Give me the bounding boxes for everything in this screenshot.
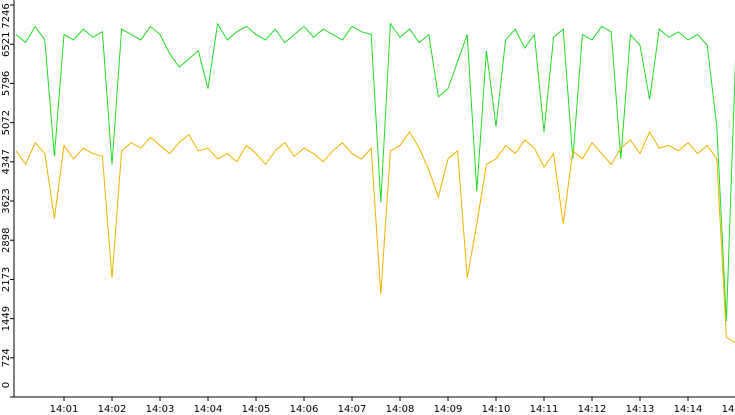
- y-tick-label: 2898: [1, 227, 12, 252]
- y-tick-label: 3623: [1, 188, 12, 213]
- y-tick-label: 5072: [1, 110, 12, 135]
- x-tick-label: 14:13: [626, 404, 655, 415]
- x-tick-label: 14:02: [98, 404, 127, 415]
- y-tick-label: 7246: [1, 3, 12, 28]
- x-tick-label: 14:03: [146, 404, 175, 415]
- x-tick-label: 14:08: [386, 404, 415, 415]
- x-tick-label: 14:09: [434, 404, 463, 415]
- x-tick-label: 14:14: [674, 404, 703, 415]
- x-tick-label: 14:01: [50, 404, 79, 415]
- series-line: [15, 130, 735, 343]
- x-tick-label: 14:12: [578, 404, 607, 415]
- y-tick-label: 5796: [1, 71, 12, 96]
- x-tick-label: 14:05: [242, 404, 271, 415]
- x-tick-label: 14:06: [290, 404, 319, 415]
- x-tick-label: 14:07: [338, 404, 367, 415]
- series-line: [15, 22, 735, 322]
- y-tick-label: 2173: [1, 267, 12, 292]
- y-tick-label: 724: [1, 348, 12, 367]
- x-tick-label: 14:11: [530, 404, 559, 415]
- y-tick-label: 4347: [1, 149, 12, 174]
- x-tick-label: 14:10: [482, 404, 511, 415]
- y-tick-label: 0: [1, 382, 12, 388]
- x-tick-label: 14:15: [722, 404, 735, 415]
- y-tick-label: 1449: [1, 306, 12, 331]
- x-tick-label: 14:04: [194, 404, 223, 415]
- y-tick-label: 6521: [1, 31, 12, 56]
